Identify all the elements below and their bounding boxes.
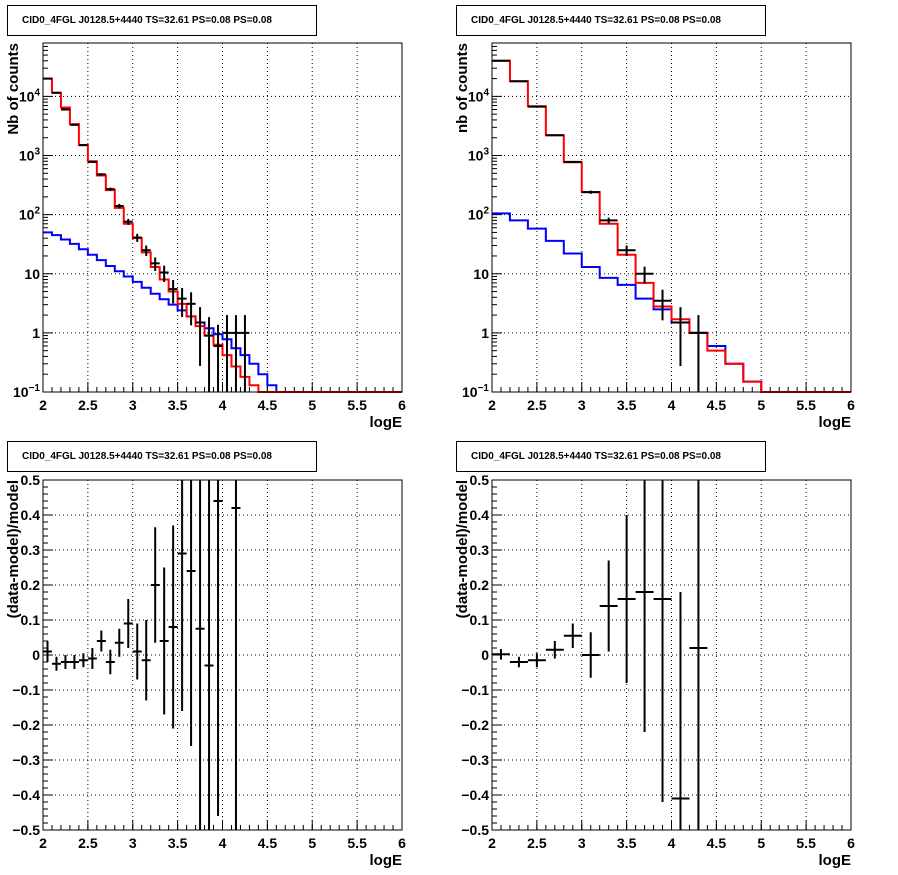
x-tick-label: 3.5 [617,835,637,851]
x-tick-label: 2 [39,835,47,851]
x-axis-label: logE [819,852,852,869]
y-tick-label: 103 [468,147,490,164]
panel-2: 2 2.5 3 3.5 4 4.5 5 5.5 6 −0.5 −0.4 −0.3 −0.2 −0.1 0 0.… [5,472,406,869]
x-axis-label: logE [370,852,403,869]
y-tick-label: 0.3 [21,542,41,558]
panel-title-top-right: CID0_4FGL J0128.5+4440 TS=32.61 PS=0.08 … [456,5,766,36]
y-tick-label: −0.5 [461,822,489,838]
y-tick-label: 10 [473,266,489,282]
x-tick-label: 3 [129,835,137,851]
x-tick-label: 5.5 [347,397,367,413]
y-tick-label: 0.1 [21,612,41,628]
x-tick-label: 4.5 [707,397,727,413]
panel-title-bottom-left: CID0_4FGL J0128.5+4440 TS=32.61 PS=0.08 … [7,441,317,472]
y-tick-label: 0.4 [21,507,41,523]
plot-frame [491,42,852,393]
y-tick-label: 0.5 [470,472,490,488]
x-tick-label: 2 [488,397,496,413]
y-tick-label: 0 [481,647,489,663]
y-tick-label: −0.4 [461,787,489,803]
x-tick-label: 2 [39,397,47,413]
y-tick-label: 0.4 [470,507,490,523]
x-tick-label: 5 [308,835,316,851]
y-tick-label: 10 [24,266,40,282]
y-tick-label: −0.3 [12,752,40,768]
y-axis-label: (data-model)/model [5,480,22,618]
y-tick-label: −0.2 [461,717,489,733]
x-tick-label: 5 [757,835,765,851]
plot-frame [42,479,403,831]
x-tick-label: 2 [488,835,496,851]
y-tick-label: 0.1 [470,612,490,628]
y-tick-label: 0.2 [21,577,41,593]
y-tick-label: 104 [468,87,490,104]
y-tick-label: −0.5 [12,822,40,838]
x-tick-label: 3.5 [617,397,637,413]
x-tick-label: 3 [578,397,586,413]
y-tick-label: 10−1 [462,383,489,400]
y-tick-label: 103 [19,147,41,164]
x-tick-label: 2.5 [527,835,547,851]
panel-title-bottom-right: CID0_4FGL J0128.5+4440 TS=32.61 PS=0.08 … [456,441,766,472]
x-tick-label: 5 [757,397,765,413]
y-axis-label: (data-model)/model [454,480,471,618]
y-tick-label: 0 [32,647,40,663]
y-tick-label: 102 [468,206,490,223]
x-tick-label: 2.5 [527,397,547,413]
x-tick-label: 4 [668,397,676,413]
y-tick-label: 0.5 [21,472,41,488]
y-tick-label: 1 [32,325,40,341]
y-tick-label: 0.3 [470,542,490,558]
model-source-histogram [492,212,851,393]
y-tick-label: 0.2 [470,577,490,593]
x-axis-label: logE [370,414,403,431]
y-tick-label: −0.1 [12,682,40,698]
y-tick-label: 1 [481,325,489,341]
panel-1: 2 2.5 3 3.5 4 4.5 5 5.5 6 10−1 1 10 102 103 104 logE nb … [454,42,855,431]
model-total-histogram [492,59,851,393]
x-tick-label: 3 [578,835,586,851]
y-tick-label: −0.3 [461,752,489,768]
y-axis-label: nb of counts [454,43,471,133]
x-tick-label: 2.5 [78,835,98,851]
y-tick-label: −0.2 [12,717,40,733]
x-tick-label: 6 [398,397,406,413]
x-tick-label: 4 [219,835,227,851]
y-tick-label: −0.1 [461,682,489,698]
x-tick-label: 3 [129,397,137,413]
x-tick-label: 5 [308,397,316,413]
x-tick-label: 4 [668,835,676,851]
x-tick-label: 4.5 [258,397,278,413]
x-tick-label: 6 [398,835,406,851]
x-tick-label: 6 [847,835,855,851]
y-tick-label: 102 [19,206,41,223]
panel-0: 2 2.5 3 3.5 4 4.5 5 5.5 6 10−1 1 10 102 103 104 logE Nb … [5,42,406,431]
panel-3: 2 2.5 3 3.5 4 4.5 5 5.5 6 −0.5 −0.4 −0.3 −0.2 −0.1 0 0.… [454,472,855,869]
y-tick-label: 10−1 [13,383,40,400]
y-tick-label: −0.4 [12,787,40,803]
model-source-histogram [43,231,402,393]
x-tick-label: 4 [219,397,227,413]
x-tick-label: 3.5 [168,835,188,851]
x-tick-label: 6 [847,397,855,413]
x-tick-label: 4.5 [258,835,278,851]
x-tick-label: 5.5 [796,835,816,851]
x-tick-label: 4.5 [707,835,727,851]
x-axis-label: logE [819,414,852,431]
x-tick-label: 3.5 [168,397,188,413]
panel-title-top-left: CID0_4FGL J0128.5+4440 TS=32.61 PS=0.08 … [7,5,317,36]
y-axis-label: Nb of counts [5,43,22,135]
plot-frame [491,479,852,831]
x-tick-label: 2.5 [78,397,98,413]
x-tick-label: 5.5 [347,835,367,851]
x-tick-label: 5.5 [796,397,816,413]
plot-frame [42,42,403,393]
y-tick-label: 104 [19,87,41,104]
